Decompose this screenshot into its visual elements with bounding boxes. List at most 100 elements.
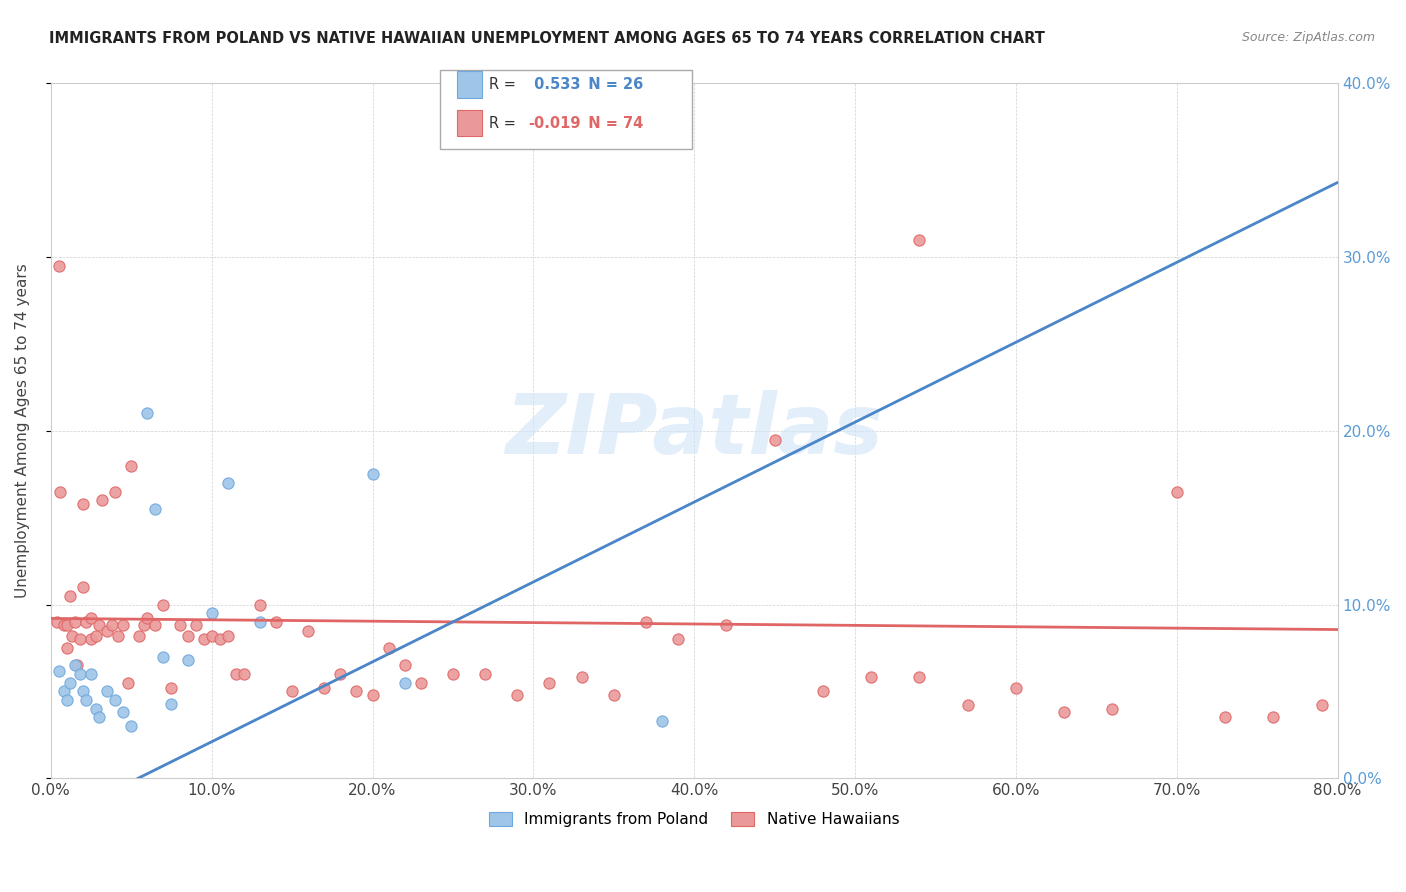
Point xyxy=(1005,681,1028,695)
Point xyxy=(1263,710,1285,724)
Point xyxy=(52,684,75,698)
Point xyxy=(63,658,86,673)
Point xyxy=(91,493,114,508)
Point xyxy=(634,615,657,629)
Point xyxy=(651,714,673,728)
Point xyxy=(152,598,174,612)
Point xyxy=(184,618,207,632)
Point xyxy=(120,458,142,473)
Point xyxy=(860,671,883,685)
Point xyxy=(377,640,399,655)
Point xyxy=(956,698,979,713)
Point xyxy=(297,624,319,638)
Point xyxy=(56,640,79,655)
Point xyxy=(72,497,94,511)
Point xyxy=(1166,484,1188,499)
Text: R =: R = xyxy=(489,78,520,92)
Point xyxy=(104,484,127,499)
Text: -0.019: -0.019 xyxy=(529,116,581,130)
Point xyxy=(176,653,198,667)
Point xyxy=(49,484,72,499)
Point xyxy=(120,719,142,733)
Point xyxy=(329,667,352,681)
Point xyxy=(361,688,384,702)
Point xyxy=(176,629,198,643)
Point xyxy=(63,615,86,629)
Point xyxy=(84,629,107,643)
Point xyxy=(52,618,75,632)
Text: IMMIGRANTS FROM POLAND VS NATIVE HAWAIIAN UNEMPLOYMENT AMONG AGES 65 TO 74 YEARS: IMMIGRANTS FROM POLAND VS NATIVE HAWAIIA… xyxy=(49,31,1045,46)
Text: ZIPatlas: ZIPatlas xyxy=(505,391,883,471)
Point xyxy=(65,658,87,673)
Point xyxy=(201,606,224,620)
Point xyxy=(361,467,384,482)
Point xyxy=(101,618,124,632)
Point xyxy=(538,675,561,690)
Point xyxy=(160,697,183,711)
Point xyxy=(104,693,127,707)
Point xyxy=(1310,698,1333,713)
Legend: Immigrants from Poland, Native Hawaiians: Immigrants from Poland, Native Hawaiians xyxy=(484,805,905,833)
Point xyxy=(232,667,254,681)
Point xyxy=(716,618,738,632)
Point xyxy=(87,618,110,632)
Point xyxy=(201,629,224,643)
Point xyxy=(249,615,271,629)
Point xyxy=(474,667,496,681)
Y-axis label: Unemployment Among Ages 65 to 74 years: Unemployment Among Ages 65 to 74 years xyxy=(15,263,30,599)
Point xyxy=(107,629,129,643)
Point xyxy=(136,611,159,625)
Point xyxy=(160,681,183,695)
Point xyxy=(56,693,79,707)
Point xyxy=(763,433,786,447)
Text: 0.533: 0.533 xyxy=(529,78,581,92)
Point xyxy=(84,702,107,716)
Point xyxy=(72,580,94,594)
Point xyxy=(281,684,304,698)
Point xyxy=(80,667,103,681)
Point xyxy=(394,658,416,673)
Point xyxy=(1101,702,1123,716)
Point xyxy=(264,615,287,629)
Point xyxy=(96,684,118,698)
Point xyxy=(1053,705,1076,719)
Point xyxy=(75,615,97,629)
Point xyxy=(117,675,139,690)
Text: R =: R = xyxy=(489,116,520,130)
Point xyxy=(96,624,118,638)
Point xyxy=(409,675,432,690)
Point xyxy=(225,667,247,681)
Point xyxy=(60,629,83,643)
Point xyxy=(145,618,167,632)
Point xyxy=(87,710,110,724)
Point xyxy=(128,629,150,643)
Point xyxy=(314,681,336,695)
Point xyxy=(59,589,82,603)
Point xyxy=(134,618,156,632)
Point xyxy=(666,632,689,647)
Point xyxy=(75,693,97,707)
Text: N = 74: N = 74 xyxy=(578,116,643,130)
Point xyxy=(112,618,135,632)
Point xyxy=(112,705,135,719)
Point xyxy=(69,632,91,647)
Point xyxy=(506,688,529,702)
Point xyxy=(571,671,593,685)
Point xyxy=(394,675,416,690)
Point xyxy=(72,684,94,698)
Point xyxy=(441,667,464,681)
Point xyxy=(69,667,91,681)
Point xyxy=(152,649,174,664)
Point xyxy=(217,475,239,490)
Point xyxy=(80,611,103,625)
Point xyxy=(46,615,69,629)
Point xyxy=(249,598,271,612)
Point xyxy=(145,502,167,516)
Point xyxy=(136,407,159,421)
Point xyxy=(1213,710,1236,724)
Point xyxy=(603,688,626,702)
Point xyxy=(56,618,79,632)
Point xyxy=(908,233,931,247)
Point xyxy=(811,684,834,698)
Point xyxy=(80,632,103,647)
